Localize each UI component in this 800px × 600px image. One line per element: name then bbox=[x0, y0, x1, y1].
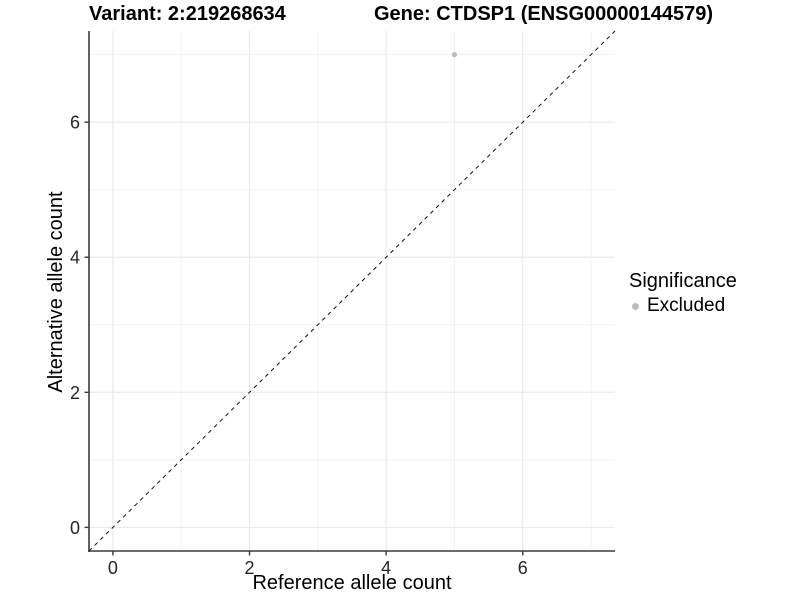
legend-key-dot-icon bbox=[632, 302, 639, 310]
legend-items: Excluded bbox=[629, 295, 737, 317]
plot-title-gene: Gene: CTDSP1 (ENSG00000144579) bbox=[374, 3, 714, 25]
y-axis-title: Alternative allele count bbox=[45, 191, 67, 393]
legend: Significance Excluded bbox=[629, 270, 737, 317]
legend-title: Significance bbox=[629, 270, 737, 292]
x-axis-title: Reference allele count bbox=[252, 572, 452, 594]
x-tick-label: 2 bbox=[245, 558, 255, 578]
x-tick-label: 6 bbox=[518, 558, 528, 578]
legend-item: Excluded bbox=[629, 295, 737, 317]
x-tick-label: 0 bbox=[108, 558, 118, 578]
identity-reference-line bbox=[88, 30, 616, 552]
data-point bbox=[451, 51, 458, 58]
y-tick-label: 6 bbox=[70, 113, 80, 133]
y-tick-label: 2 bbox=[70, 383, 80, 403]
y-tick-label: 4 bbox=[70, 248, 80, 268]
plot-title-variant: Variant: 2:219268634 bbox=[89, 3, 286, 25]
legend-item-label: Excluded bbox=[647, 295, 726, 316]
y-tick-label: 0 bbox=[70, 518, 80, 538]
x-tick-label: 4 bbox=[381, 558, 391, 578]
